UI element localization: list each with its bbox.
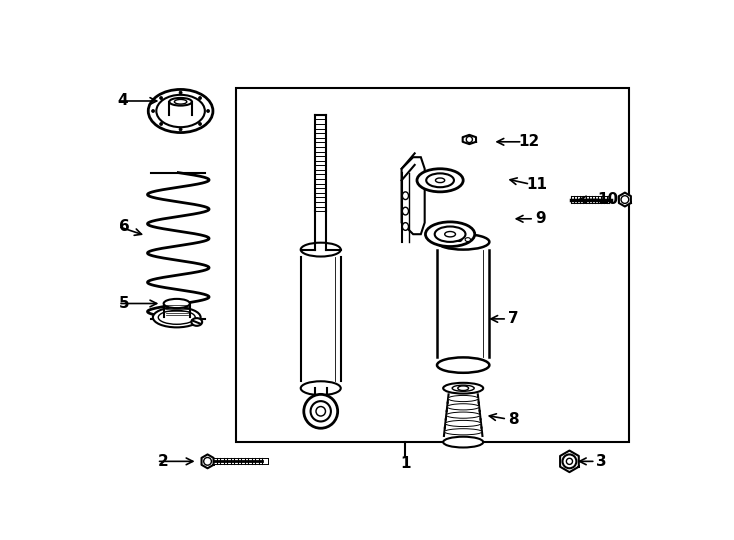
Ellipse shape [444, 429, 482, 435]
Circle shape [621, 195, 629, 204]
Polygon shape [619, 193, 631, 206]
Circle shape [179, 91, 182, 94]
Ellipse shape [426, 173, 454, 187]
Circle shape [567, 458, 573, 464]
Text: 5: 5 [119, 296, 130, 311]
Text: 6: 6 [119, 219, 130, 234]
Ellipse shape [446, 412, 480, 418]
Text: 8: 8 [508, 411, 518, 427]
Ellipse shape [153, 307, 200, 327]
Circle shape [151, 110, 155, 112]
Circle shape [310, 401, 331, 421]
Polygon shape [462, 135, 476, 144]
Circle shape [179, 128, 182, 131]
Ellipse shape [448, 395, 479, 402]
Polygon shape [560, 450, 579, 472]
Text: 10: 10 [597, 192, 619, 207]
Ellipse shape [301, 381, 341, 395]
Circle shape [562, 455, 576, 468]
Ellipse shape [417, 168, 463, 192]
Text: 12: 12 [518, 134, 539, 149]
Text: 3: 3 [597, 454, 607, 469]
Ellipse shape [164, 299, 190, 308]
Circle shape [466, 137, 473, 143]
Text: 9: 9 [535, 211, 545, 226]
Ellipse shape [458, 386, 468, 390]
Circle shape [204, 457, 211, 465]
Polygon shape [401, 157, 425, 234]
Ellipse shape [437, 234, 490, 249]
Ellipse shape [175, 99, 187, 104]
Ellipse shape [435, 226, 465, 242]
Circle shape [198, 97, 202, 99]
Ellipse shape [426, 222, 475, 247]
Ellipse shape [402, 192, 409, 200]
Text: 1: 1 [400, 456, 411, 471]
Ellipse shape [148, 90, 213, 132]
Ellipse shape [465, 238, 470, 241]
Ellipse shape [457, 238, 462, 241]
Circle shape [159, 97, 163, 99]
Ellipse shape [435, 178, 445, 183]
Polygon shape [202, 455, 214, 468]
Text: 4: 4 [117, 93, 128, 109]
Ellipse shape [448, 238, 454, 241]
Ellipse shape [170, 98, 192, 106]
Ellipse shape [446, 420, 481, 427]
Circle shape [316, 407, 325, 416]
Ellipse shape [402, 222, 409, 231]
Circle shape [206, 110, 210, 112]
Ellipse shape [452, 385, 474, 392]
Ellipse shape [447, 404, 479, 410]
Text: 11: 11 [526, 177, 547, 192]
Circle shape [198, 123, 202, 125]
Ellipse shape [159, 310, 195, 325]
Text: 2: 2 [158, 454, 168, 469]
Ellipse shape [437, 357, 490, 373]
Circle shape [304, 394, 338, 428]
Bar [236, 88, 629, 442]
Ellipse shape [402, 207, 409, 215]
Ellipse shape [443, 437, 483, 448]
Ellipse shape [156, 95, 205, 127]
Ellipse shape [445, 232, 456, 237]
Ellipse shape [443, 383, 483, 394]
Ellipse shape [192, 318, 202, 326]
Ellipse shape [301, 242, 341, 256]
Text: 7: 7 [508, 312, 518, 326]
Circle shape [159, 123, 163, 125]
